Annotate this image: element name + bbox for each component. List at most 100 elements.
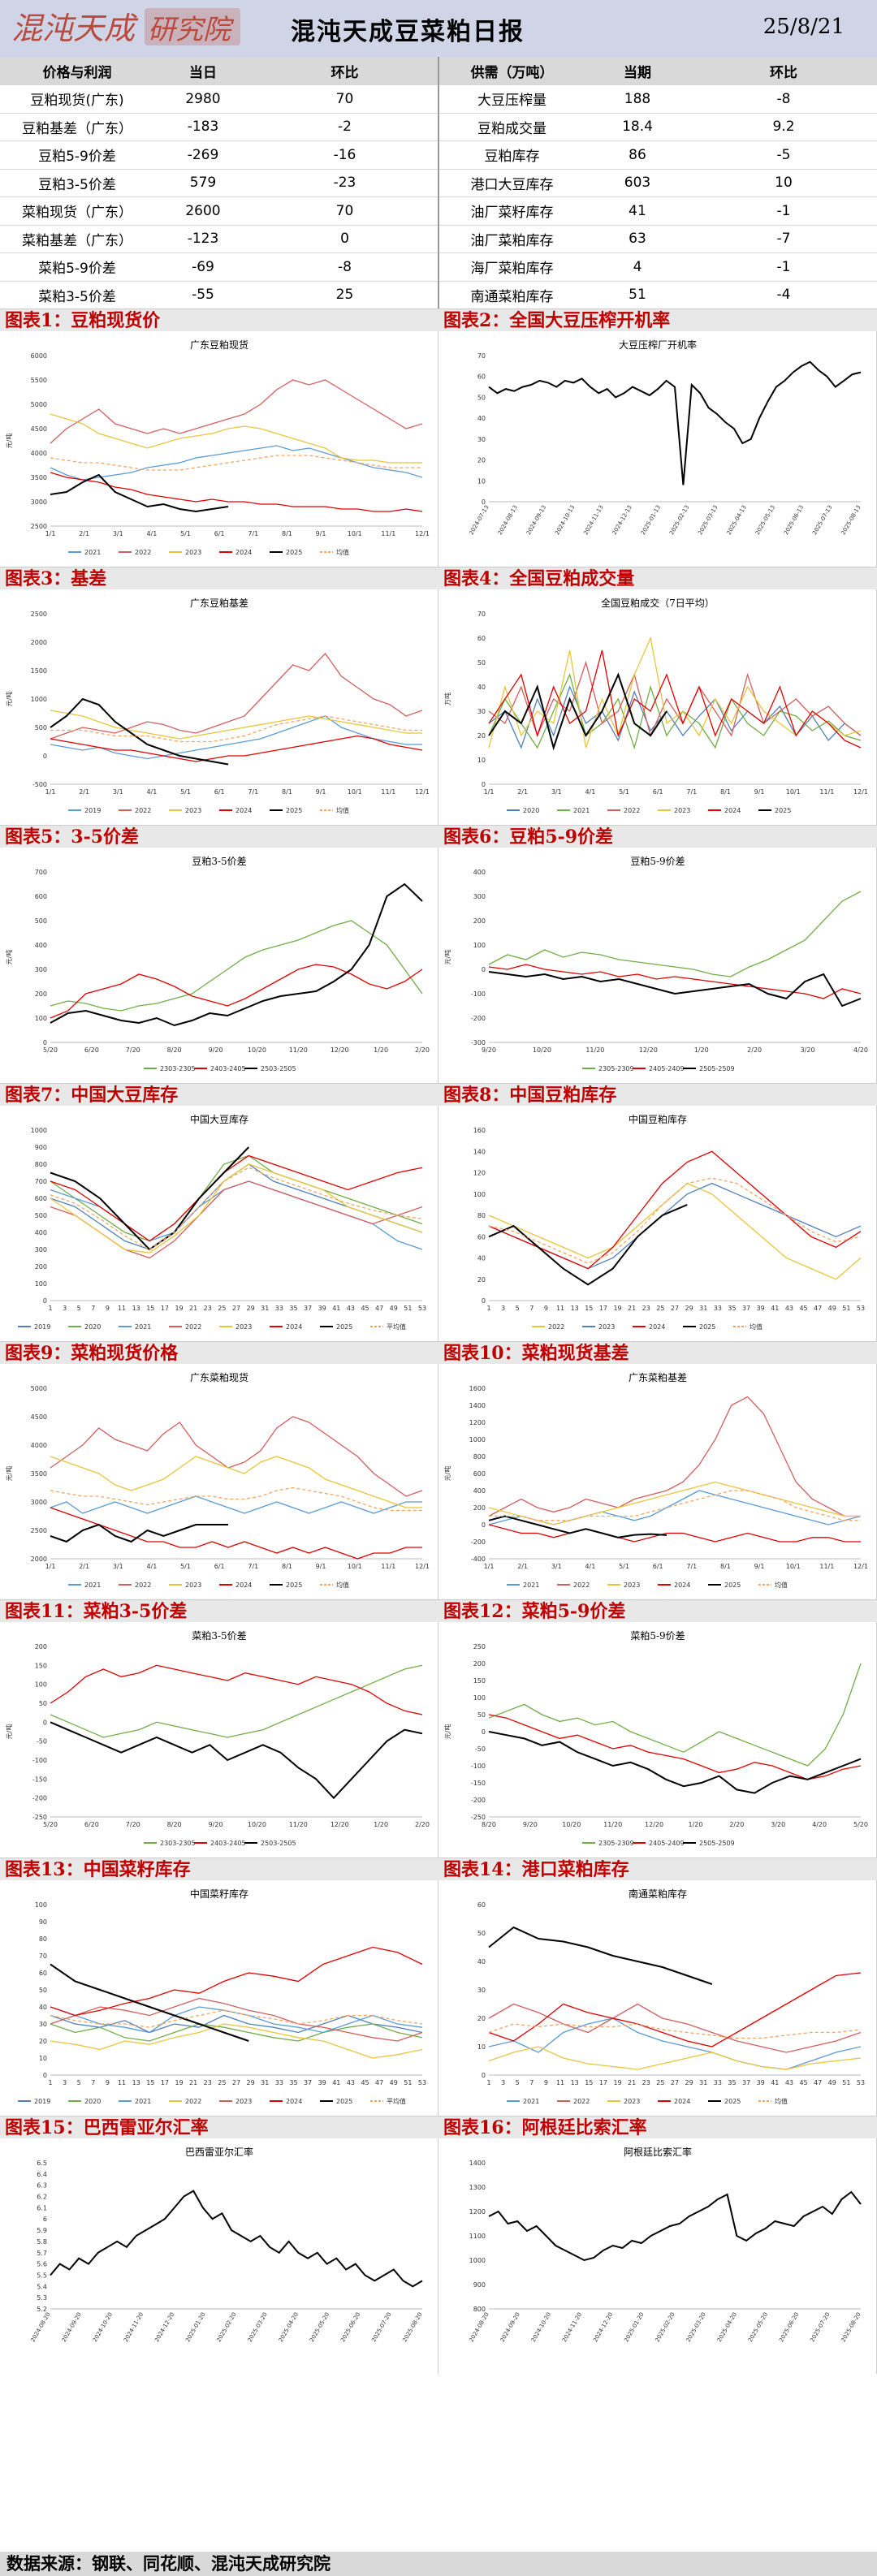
x-tick-label: 2025-03-13 <box>697 504 719 536</box>
legend-label: 2025 <box>336 1323 352 1331</box>
series-line <box>488 649 862 749</box>
y-tick-label: 90 <box>39 1918 47 1926</box>
x-tick-label: 8/20 <box>167 1821 182 1828</box>
chart-panel: 图表4：全国豆粕成交量 全国豆粕成交（7日平均） 70 60 50 40 30 20 10 0 万吨… <box>438 567 877 825</box>
chart-svg: 1600 1400 1200 1000 800 600 400 200 0 -200 -400 元/吨… <box>443 1385 868 1589</box>
x-tick-label: 11/1 <box>381 530 395 537</box>
table-header-row: 价格与利润 当日 环比 供需（万吨） 当期 环比 <box>0 57 877 85</box>
series-line <box>50 1154 423 1242</box>
x-tick-label: 2025-03-20 <box>685 2311 707 2343</box>
series-line <box>50 1486 422 1512</box>
y-tick-label: 800 <box>473 1453 486 1461</box>
y-tick-label: 1400 <box>469 2160 486 2167</box>
x-tick-label: 25 <box>656 1305 664 1312</box>
x-tick-label: 13 <box>132 1305 140 1312</box>
y-tick-label: 900 <box>35 1144 47 1151</box>
series-line <box>488 673 862 750</box>
series-line <box>488 2003 862 2053</box>
chart-area: 中国大豆库存 1000 900 800 700 600 500 400 300 200 100 0 1 3… <box>0 1106 438 1341</box>
table-cell: 豆粕现货(广东) <box>0 84 154 114</box>
y-tick-label: 100 <box>473 942 486 949</box>
x-tick-label: 21 <box>628 2079 636 2086</box>
x-tick-label: 27 <box>671 2079 679 2086</box>
col-header: 环比 <box>690 57 877 85</box>
table-cell: 86 <box>585 140 690 170</box>
x-tick-label: 5 <box>77 2079 81 2086</box>
y-axis-label: 元/吨 <box>5 692 13 707</box>
series-line <box>50 1416 423 1497</box>
y-tick-label: 1000 <box>469 2257 486 2264</box>
y-tick-label: 100 <box>473 1191 486 1198</box>
legend-label: 2024 <box>724 807 741 814</box>
chart-panel-title: 图表3：基差 <box>0 567 438 589</box>
x-tick-label: 2/1 <box>79 1563 89 1570</box>
x-tick-label: 15 <box>146 2079 154 2086</box>
chart-area: 巴西雷亚尔汇率 6.5 6.4 6.3 6.2 6.1 6 5.9 5.8 5.7 5.6 5.5 5.… <box>0 2138 438 2374</box>
x-tick-label: 2025-05-20 <box>747 2311 769 2343</box>
series-line <box>488 2017 862 2070</box>
y-tick-label: 5.4 <box>37 2283 47 2290</box>
x-tick-label: 2025-08-20 <box>840 2311 862 2343</box>
x-tick-label: 10/1 <box>348 530 362 537</box>
table-cell: 18.4 <box>585 113 690 141</box>
y-tick-label: 60 <box>477 373 486 381</box>
y-tick-label: 400 <box>35 1229 47 1236</box>
x-tick-label: 12/20 <box>330 1821 349 1828</box>
y-tick-label: -500 <box>32 781 47 788</box>
x-tick-label: 9 <box>544 2079 548 2086</box>
y-tick-label: 500 <box>35 1212 47 1219</box>
y-tick-label: 100 <box>35 1015 47 1022</box>
x-tick-label: 5/20 <box>43 1046 58 1054</box>
x-tick-label: 3/1 <box>551 1563 562 1570</box>
x-tick-label: 35 <box>728 2079 736 2086</box>
x-tick-label: 2024-08-20 <box>468 2311 490 2343</box>
y-tick-label: -200 <box>32 1795 47 1802</box>
y-tick-label: 800 <box>35 1161 47 1168</box>
series-line <box>50 1664 423 1715</box>
legend-label: 2024 <box>286 1323 302 1331</box>
x-tick-label: 17 <box>599 1305 607 1312</box>
x-tick-label: 51 <box>842 2079 850 2086</box>
y-tick-label: 200 <box>35 990 47 998</box>
y-tick-label: -250 <box>32 1814 47 1821</box>
x-tick-label: 47 <box>375 1305 383 1312</box>
x-tick-label: 11 <box>556 1305 564 1312</box>
x-tick-label: 2025-06-20 <box>778 2311 800 2343</box>
legend-label: 2503-2505 <box>261 1840 296 1847</box>
table-cell: 10 <box>690 169 877 197</box>
x-tick-label: 2024-12-13 <box>611 504 633 536</box>
x-tick-label: 7/1 <box>686 1563 697 1570</box>
legend-label: 2021 <box>84 1581 101 1589</box>
summary-table: 价格与利润 当日 环比 供需（万吨） 当期 环比 豆粕现货(广东) 2980 70 大… <box>0 57 877 309</box>
y-tick-label: 4000 <box>31 450 47 457</box>
x-tick-label: 11/20 <box>585 1046 604 1054</box>
chart-panel: 图表14：港口菜粕库存 南通菜粕库存 60 50 40 30 20 10 0 1 3 5 7 9 11 13 1… <box>438 1858 877 2116</box>
x-tick-label: 29 <box>247 2079 255 2086</box>
y-tick-label: 6.3 <box>37 2182 47 2190</box>
col-header: 当期 <box>585 57 690 85</box>
y-tick-label: 700 <box>35 1178 47 1185</box>
y-tick-label: 400 <box>473 869 486 876</box>
series-line <box>488 891 862 977</box>
x-tick-label: 7 <box>529 1305 534 1312</box>
series-line <box>50 1963 249 2042</box>
table-cell: -4 <box>690 281 877 309</box>
table-cell: -8 <box>252 252 439 282</box>
table-cell: 豆粕成交量 <box>438 113 585 141</box>
y-tick-label: 300 <box>35 1246 47 1253</box>
series-line <box>488 1714 862 1780</box>
chart-panel: 图表3：基差 广东豆粕基差 2500 2000 1500 1000 500 0 -500 元/吨 1… <box>0 567 438 825</box>
x-tick-label: 2025-02-13 <box>668 504 690 536</box>
x-tick-label: 2025-05-13 <box>754 504 776 536</box>
x-tick-label: 31 <box>261 2079 269 2086</box>
y-tick-label: 2500 <box>31 611 47 618</box>
legend-label: 2303-2305 <box>160 1065 196 1072</box>
series-line <box>50 882 423 1027</box>
legend-label: 2503-2505 <box>261 1065 296 1072</box>
x-tick-label: 27 <box>671 1305 679 1312</box>
legend-label: 2020 <box>84 1323 101 1331</box>
table-cell: 菜粕5-9价差 <box>0 252 154 282</box>
chart-svg: 6000 5500 5000 4500 4000 3500 3000 2500 元/吨 1/1 2/… <box>5 352 430 556</box>
report-date: 25/8/21 <box>763 15 845 39</box>
